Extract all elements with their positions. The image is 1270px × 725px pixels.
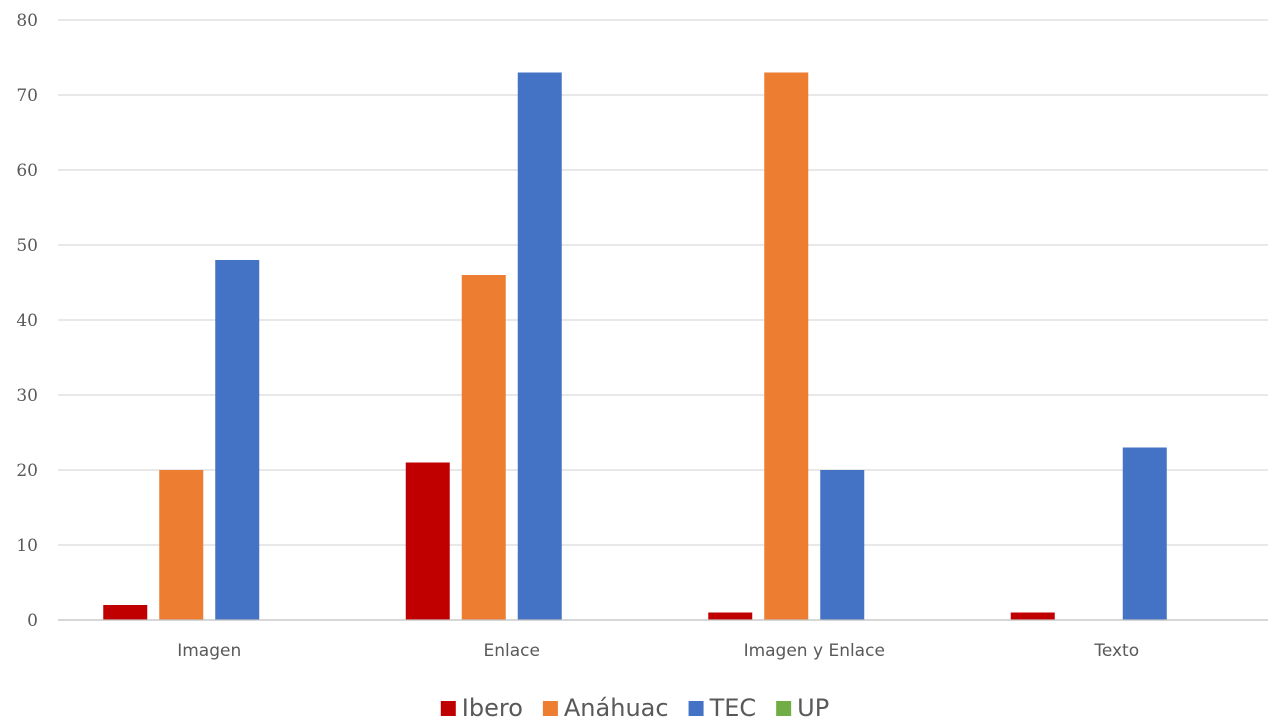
legend-label: TEC (709, 694, 757, 722)
bar-anáhuac-imagen-y-enlace (764, 72, 809, 620)
legend-label: Ibero (462, 694, 523, 722)
x-category-label: Texto (1093, 641, 1139, 661)
y-tick-label: 0 (27, 611, 38, 631)
x-axis-categories: Imagen Enlace Imagen y Enlace Texto (177, 641, 1139, 661)
legend-swatch (688, 701, 704, 716)
bar-ibero-enlace (405, 462, 450, 620)
legend-label: UP (797, 694, 829, 722)
bar-ibero-texto (1010, 612, 1055, 620)
legend-item-up: UP (776, 694, 829, 722)
bars (103, 72, 1167, 620)
bar-anáhuac-imagen (159, 470, 204, 620)
y-tick-label: 40 (16, 311, 38, 331)
y-tick-label: 30 (16, 386, 38, 406)
bar-tec-imagen (215, 260, 260, 620)
bar-tec-enlace (517, 72, 562, 620)
y-tick-label: 80 (16, 11, 38, 31)
bar-tec-texto (1122, 447, 1167, 620)
legend-swatch (440, 701, 456, 716)
bar-ibero-imagen-y-enlace (708, 612, 753, 620)
x-category-label: Enlace (484, 641, 540, 661)
legend-swatch (542, 701, 558, 716)
grid-lines (58, 19, 1268, 546)
bar-anáhuac-enlace (461, 275, 506, 620)
y-axis-ticks: 0 10 20 30 40 50 60 70 80 (16, 11, 38, 631)
y-tick-label: 60 (16, 161, 38, 181)
legend-label: Anáhuac (564, 694, 669, 722)
y-tick-label: 50 (16, 236, 38, 256)
bar-ibero-imagen (103, 605, 148, 620)
x-category-label: Imagen y Enlace (744, 641, 885, 661)
bar-tec-imagen-y-enlace (820, 470, 865, 620)
y-tick-label: 10 (16, 536, 38, 556)
legend-item-tec: TEC (688, 694, 757, 722)
y-tick-label: 20 (16, 461, 38, 481)
legend: Ibero Anáhuac TEC UP (440, 694, 829, 722)
legend-swatch (776, 701, 792, 716)
legend-item-anáhuac: Anáhuac (542, 694, 669, 722)
legend-item-ibero: Ibero (440, 694, 523, 722)
x-category-label: Imagen (177, 641, 241, 661)
y-tick-label: 70 (16, 86, 38, 106)
